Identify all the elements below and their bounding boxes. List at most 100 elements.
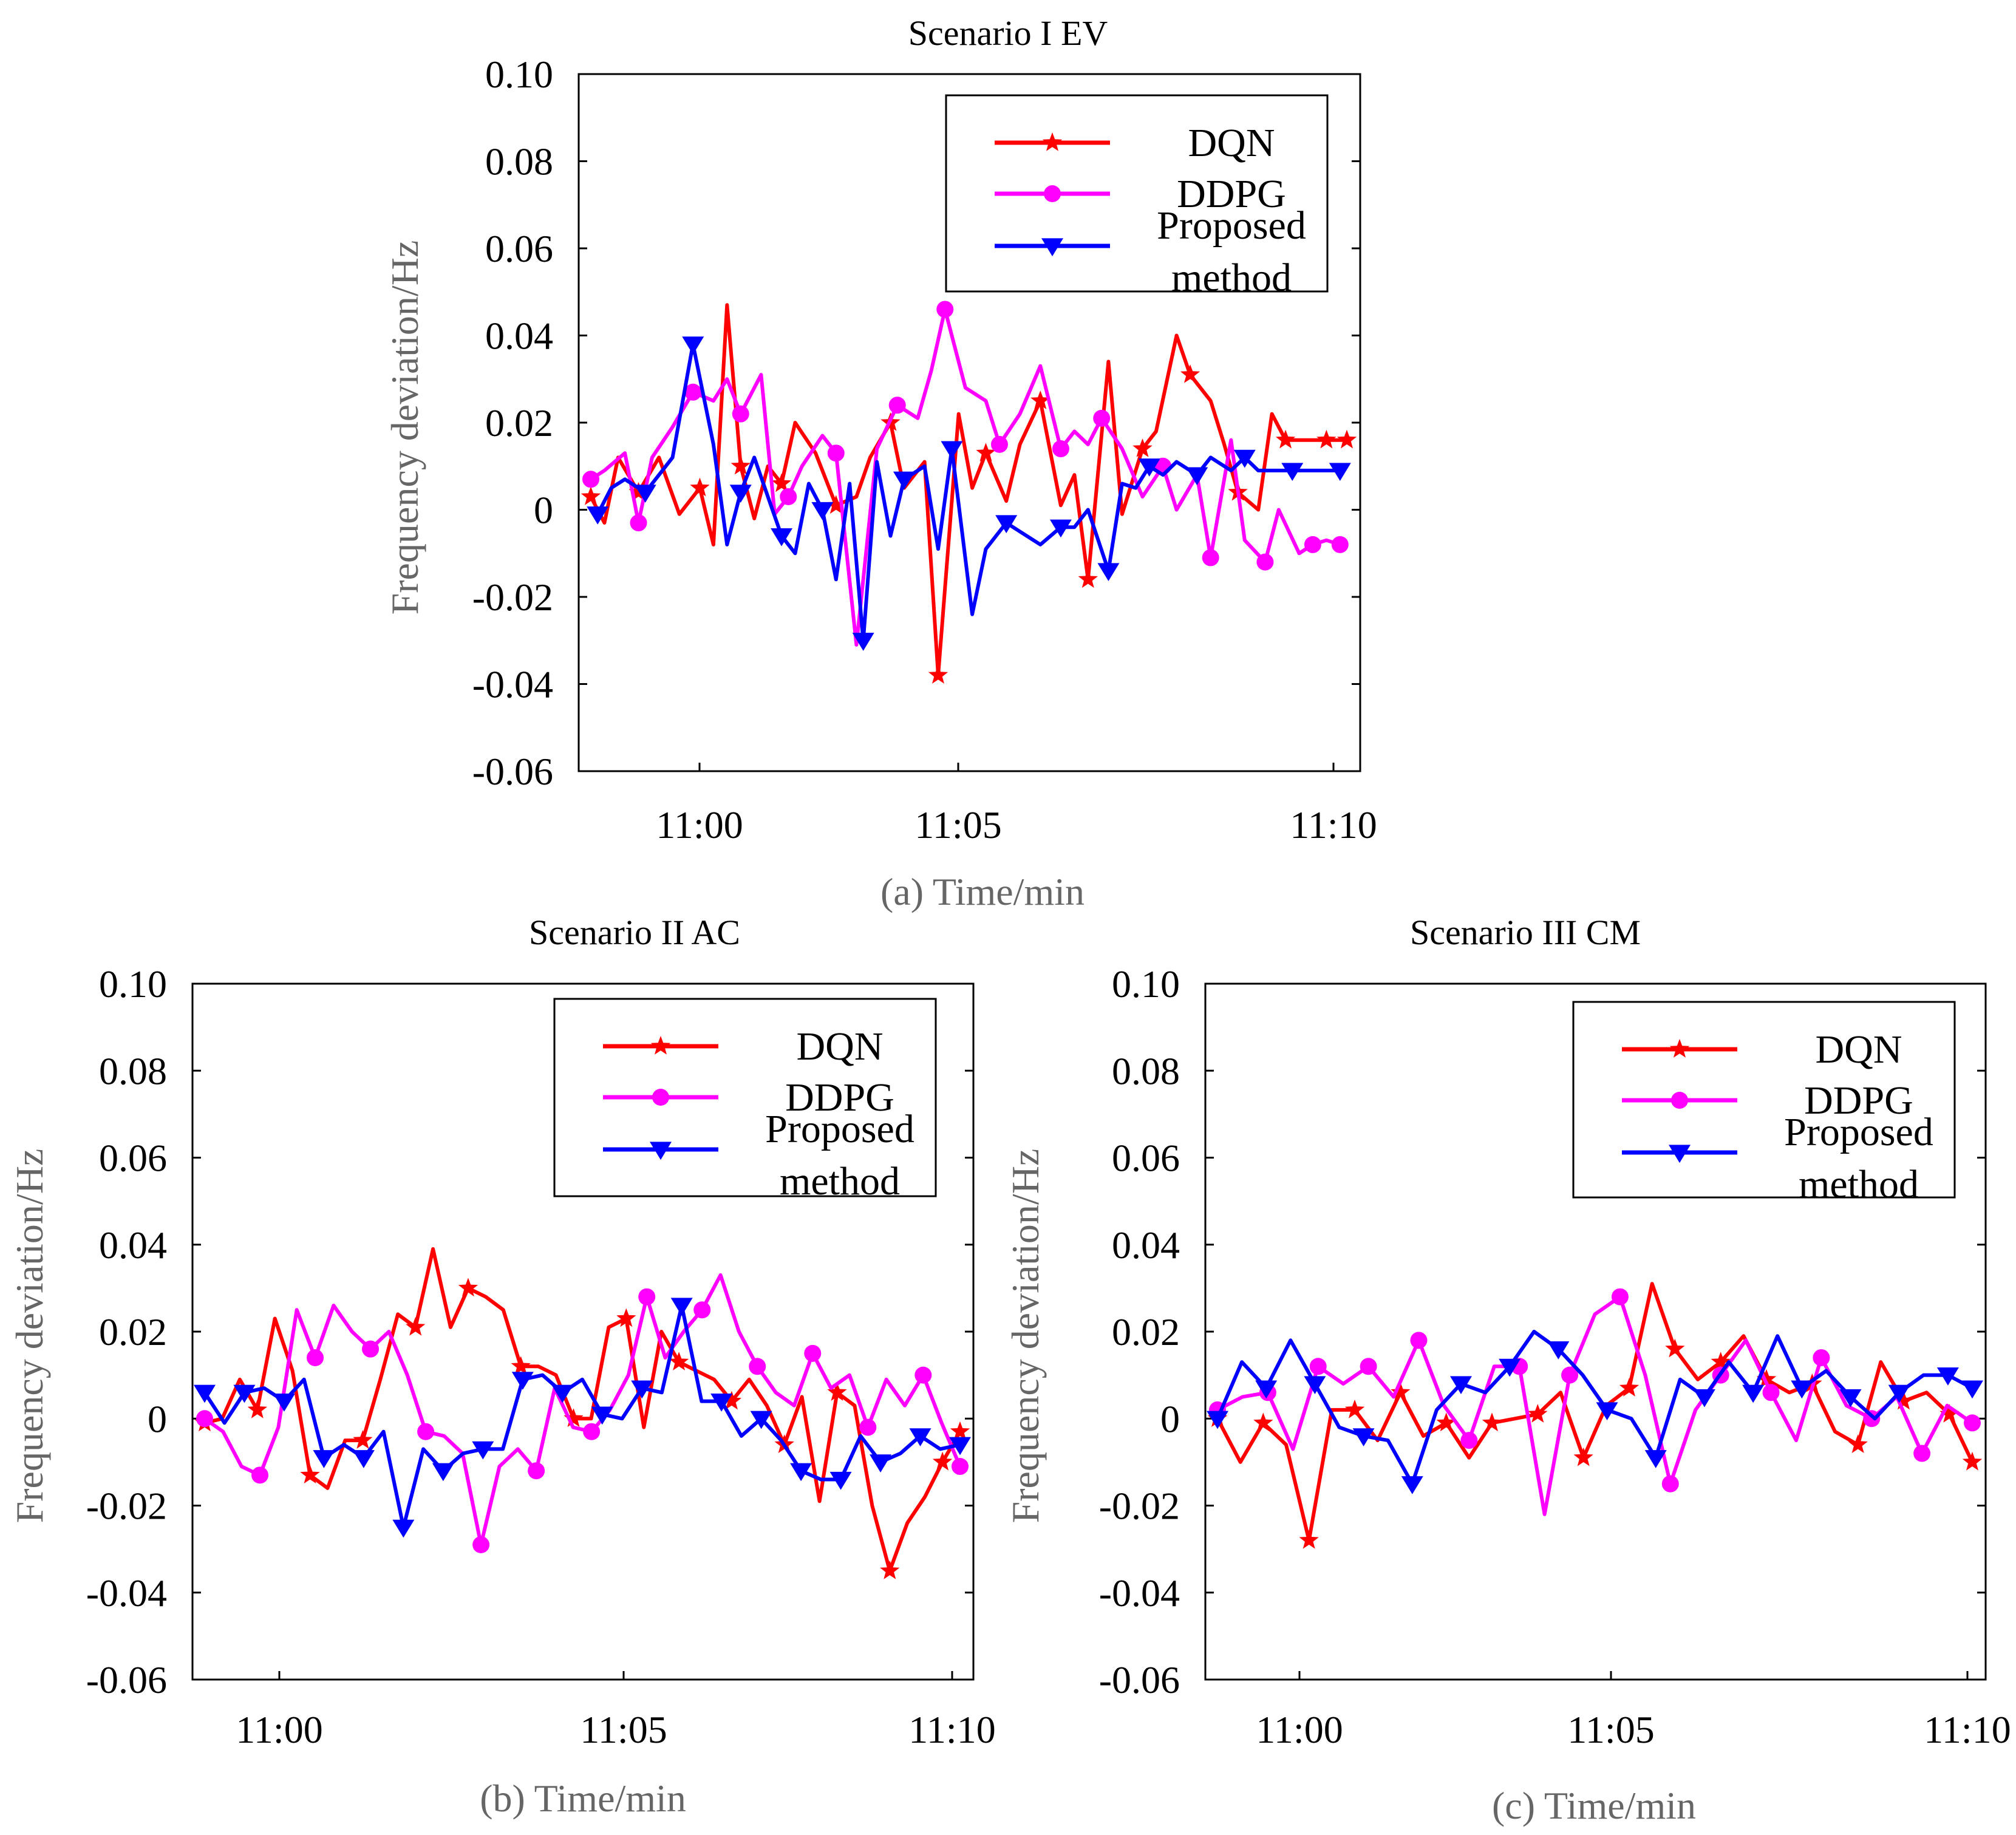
y-tick-label: -0.02: [1099, 1485, 1180, 1528]
legend-marker: [650, 1142, 672, 1160]
data-point: [1180, 364, 1200, 383]
data-point: [1255, 1380, 1278, 1399]
series-dqn: [581, 303, 1357, 684]
data-point: [1331, 536, 1349, 553]
data-point: [750, 1411, 772, 1429]
data-point: [1711, 1352, 1731, 1370]
data-point: [353, 1430, 373, 1449]
data-point: [1186, 467, 1208, 486]
data-point: [1962, 1451, 1983, 1471]
data-point: [710, 1394, 733, 1412]
data-point: [1337, 429, 1357, 449]
data-point: [693, 1301, 711, 1319]
legend-label: method: [1799, 1162, 1919, 1207]
data-point: [669, 1352, 689, 1370]
legend-marker: [650, 1036, 671, 1055]
data-point: [1352, 1428, 1375, 1446]
y-axis-label: Frequency deviation/Hz: [1004, 1149, 1047, 1523]
series-proposed-method: [587, 336, 1351, 651]
data-point: [406, 1316, 426, 1336]
legend-label: DQN: [1188, 121, 1275, 165]
y-tick-label: 0.06: [99, 1137, 167, 1180]
data-point: [1401, 1476, 1423, 1494]
chart-panel-a: Scenario I EV -0.06 -0.04 -0.02 0 0.02 0.04 0.0…: [383, 13, 1377, 913]
data-point: [690, 477, 710, 497]
data-point: [852, 633, 874, 651]
y-tick-label: -0.06: [86, 1658, 167, 1701]
data-point: [233, 1384, 256, 1403]
data-point: [1449, 1376, 1472, 1395]
data-point: [247, 1399, 267, 1418]
data-point: [1207, 1411, 1228, 1429]
chart-title: Scenario III CM: [1410, 913, 1641, 952]
data-point: [1791, 1380, 1813, 1399]
y-axis-label: Frequency deviation/Hz: [383, 240, 426, 615]
data-point: [1547, 1341, 1570, 1360]
y-tick-label: 0.06: [1112, 1137, 1180, 1180]
x-tick-label: 11:10: [1290, 803, 1377, 846]
data-point: [1839, 1389, 1862, 1408]
data-point: [914, 1366, 932, 1384]
y-tick-label: 0.08: [99, 1049, 167, 1092]
data-point: [1964, 1414, 1981, 1432]
y-tick-label: 0.02: [99, 1310, 167, 1353]
data-point: [952, 1458, 969, 1476]
data-point: [616, 1308, 636, 1327]
legend-marker: [1671, 1092, 1688, 1109]
legend-marker: [1044, 185, 1061, 202]
data-point: [1644, 1450, 1667, 1468]
y-tick-label: -0.06: [472, 750, 553, 793]
data-point: [1460, 1432, 1478, 1449]
data-point: [949, 1437, 971, 1455]
data-point: [1275, 429, 1296, 449]
data-point: [1316, 429, 1337, 449]
y-tick-label: 0: [1160, 1397, 1180, 1440]
data-point: [941, 441, 963, 460]
data-point: [273, 1394, 295, 1412]
y-tick-label: -0.06: [1099, 1658, 1180, 1701]
legend-label: Proposed: [1784, 1110, 1933, 1154]
data-point: [1939, 1404, 1960, 1423]
data-point: [352, 1450, 375, 1468]
data-point: [1528, 1404, 1548, 1423]
series-ddpg: [196, 1273, 969, 1553]
data-point: [1913, 1445, 1931, 1462]
y-tick-label: 0.08: [485, 140, 553, 183]
data-point: [827, 1382, 847, 1401]
data-point: [790, 1463, 812, 1482]
legend-label: DDPG: [1804, 1078, 1913, 1123]
data-point: [251, 1466, 269, 1484]
data-point: [829, 1471, 852, 1490]
data-point: [1756, 1369, 1777, 1388]
data-point: [976, 443, 996, 461]
legend-label: DDPG: [1177, 172, 1286, 216]
data-point: [811, 502, 834, 520]
data-point: [928, 665, 948, 684]
data-point: [1344, 1399, 1365, 1418]
data-point: [638, 1288, 656, 1306]
series-line: [203, 1304, 961, 1530]
data-point: [729, 485, 752, 503]
series-line: [203, 1273, 962, 1547]
data-point: [749, 1358, 766, 1375]
series-ddpg: [582, 301, 1349, 647]
data-point: [528, 1462, 545, 1480]
y-tick-label: -0.02: [472, 576, 553, 619]
data-point: [1304, 1376, 1326, 1395]
chart-title: Scenario II AC: [529, 913, 740, 952]
data-point: [583, 1423, 601, 1440]
legend-label: method: [780, 1159, 900, 1203]
data-point: [1253, 1412, 1273, 1432]
x-axis-label: (b) Time/min: [480, 1777, 686, 1820]
legend-label: DQN: [797, 1024, 884, 1069]
data-point: [1436, 1412, 1456, 1432]
data-point: [1813, 1349, 1830, 1366]
data-point: [1281, 463, 1304, 482]
y-tick-label: 0: [148, 1397, 167, 1440]
y-tick-label: 0.04: [1112, 1224, 1180, 1267]
data-point: [1410, 1332, 1428, 1349]
y-tick-label: 0.10: [485, 53, 553, 96]
data-point: [771, 528, 793, 546]
data-point: [511, 1372, 534, 1390]
